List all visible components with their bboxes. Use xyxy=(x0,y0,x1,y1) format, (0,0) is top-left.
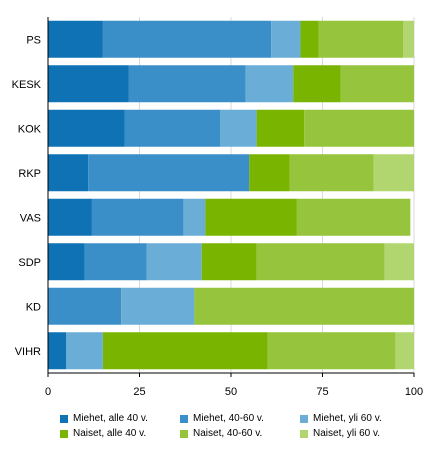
category-label: VIHR xyxy=(15,346,41,358)
bar-segment xyxy=(340,65,414,103)
bar-segment xyxy=(91,198,184,236)
bar-segment xyxy=(48,109,125,147)
legend-label: Naiset, alle 40 v. xyxy=(73,428,147,439)
bar-segment xyxy=(271,20,301,58)
category-label: SDP xyxy=(18,257,41,269)
category-label: PS xyxy=(26,34,41,46)
bar-segment xyxy=(48,332,67,370)
legend-swatch xyxy=(180,429,188,438)
x-tick-label: 25 xyxy=(133,386,145,398)
legend-label: Naiset, 40-60 v. xyxy=(193,428,263,439)
x-tick-label: 75 xyxy=(316,386,328,398)
legend-label: Miehet, yli 60 v. xyxy=(313,413,382,424)
bar-segment xyxy=(48,198,92,236)
category-label: KOK xyxy=(18,123,42,135)
legend-swatch xyxy=(60,414,68,423)
legend-item: Naiset, alle 40 v. xyxy=(60,428,180,439)
legend-swatch xyxy=(300,414,308,423)
legend-swatch xyxy=(180,414,188,423)
bar-segment xyxy=(220,109,257,147)
legend-swatch xyxy=(60,429,68,438)
bar-segment xyxy=(48,243,85,281)
bar-segment xyxy=(124,109,221,147)
bar-segment xyxy=(318,20,404,58)
bar-segment xyxy=(201,243,257,281)
legend-label: Miehet, alle 40 v. xyxy=(73,413,148,424)
x-tick-label: 0 xyxy=(45,386,51,398)
category-label: KESK xyxy=(12,79,42,91)
category-label: RKP xyxy=(18,168,41,180)
bar-segment xyxy=(289,154,374,192)
bar-segment xyxy=(48,20,103,58)
x-tick-label: 50 xyxy=(225,386,237,398)
bar-segment xyxy=(205,198,297,236)
bar-segment xyxy=(183,198,206,236)
bar-segment xyxy=(395,332,414,370)
bar-segment xyxy=(102,20,272,58)
legend-item: Miehet, 40-60 v. xyxy=(180,413,300,424)
bar-segment xyxy=(245,65,294,103)
bar-segment xyxy=(296,198,411,236)
bar-segment xyxy=(403,20,414,58)
bar-segment xyxy=(84,243,147,281)
x-tick-label: 100 xyxy=(405,386,423,398)
bar-segment xyxy=(293,65,341,103)
legend-label: Miehet, 40-60 v. xyxy=(193,413,264,424)
bar-segment xyxy=(88,154,250,192)
bar-segment xyxy=(384,243,414,281)
bar-segment xyxy=(48,154,89,192)
bar-segment xyxy=(128,65,246,103)
bar-segment xyxy=(48,287,122,325)
bar-segment xyxy=(304,109,414,147)
bar-segment xyxy=(121,287,195,325)
legend-label: Naiset, yli 60 v. xyxy=(313,428,381,439)
bar-segment xyxy=(194,287,414,325)
bar-segment xyxy=(256,243,385,281)
legend-item: Miehet, alle 40 v. xyxy=(60,413,180,424)
legend-item: Naiset, yli 60 v. xyxy=(300,428,420,439)
legend-item: Miehet, yli 60 v. xyxy=(300,413,420,424)
legend: Miehet, alle 40 v. Miehet, 40-60 v. Miehet… xyxy=(60,413,430,439)
bar-segment xyxy=(102,332,268,370)
legend-item: Naiset, 40-60 v. xyxy=(180,428,300,439)
category-label: VAS xyxy=(20,212,41,224)
bar-segment xyxy=(48,65,129,103)
bar-segment xyxy=(256,109,305,147)
bar-segment xyxy=(373,154,414,192)
bar-segment xyxy=(249,154,290,192)
bar-segment xyxy=(300,20,319,58)
bar-segment xyxy=(146,243,202,281)
bar-segment xyxy=(267,332,396,370)
legend-swatch xyxy=(300,429,308,438)
category-label: KD xyxy=(26,301,41,313)
bar-segment xyxy=(66,332,103,370)
